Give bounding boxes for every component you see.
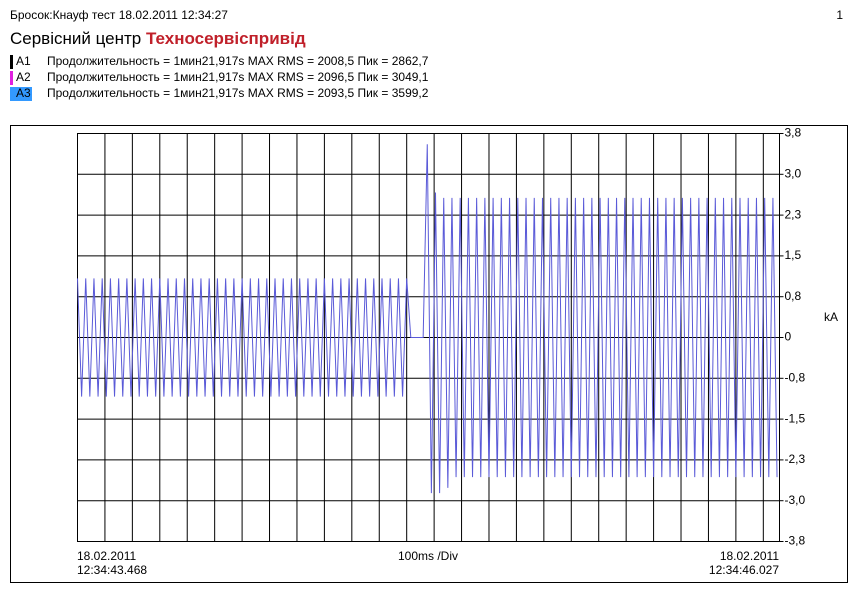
legend-text: Продолжительность = 1мин21,917s MAX RMS … [47,54,429,68]
end-time: 12:34:46.027 [709,563,779,577]
y-tick-label: 3,0 [785,166,802,180]
title: Сервісний центр Техносервіспривід [10,29,306,48]
y-axis-label: kA [824,310,838,324]
end-date: 18.02.2011 [720,549,779,563]
y-tick-label: 2,3 [785,207,802,221]
legend-name: A3 [16,86,31,100]
legend-swatch [10,55,13,69]
y-tick-label: -3,0 [785,493,806,507]
legend-text: Продолжительность = 1мин21,917s MAX RMS … [47,86,429,100]
y-tick-label: 1,5 [785,248,802,262]
start-date: 18.02.2011 [77,549,136,563]
legend-text: Продолжительность = 1мин21,917s MAX RMS … [47,70,429,84]
title-text: Сервісний центр [10,29,141,48]
y-tick-label: -0,8 [785,370,806,384]
caption: Бросок:Кнауф тест 18.02.2011 12:34:27 [10,8,228,22]
y-tick-label: 0 [785,330,792,344]
legend-swatch [10,71,13,85]
legend-highlight [13,87,32,101]
y-tick-label: -1,5 [785,411,806,425]
brand: Техносервіспривід [146,29,306,48]
start-time: 12:34:43.468 [77,563,147,577]
lines [77,144,778,494]
legend-name: A1 [16,54,31,68]
legend-swatch [10,87,13,101]
y-tick-label: 0,8 [785,289,802,303]
y-tick-label: -3,8 [785,534,806,548]
waveform [77,144,778,494]
x-axis-label: 100ms /Div [398,549,458,563]
legend-name: A2 [16,70,31,84]
y-tick-label: 3,8 [785,126,802,140]
grid [77,133,784,542]
y-tick-label: -2,3 [785,452,806,466]
frame [10,125,848,583]
page-number: 1 [836,8,843,22]
